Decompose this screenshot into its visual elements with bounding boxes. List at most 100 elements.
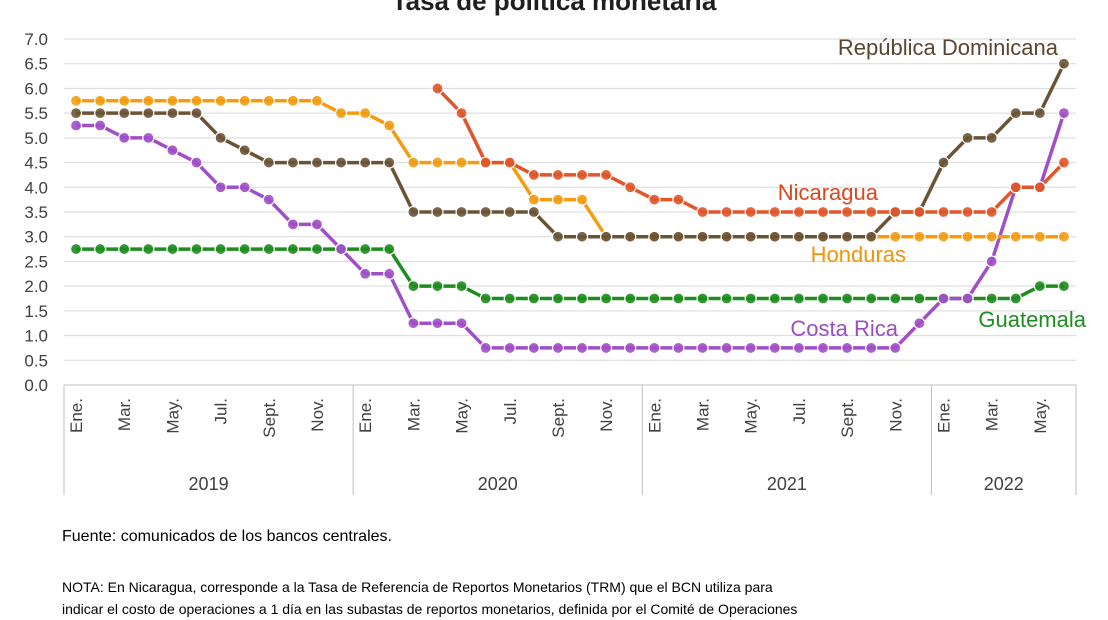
x-tick-label: Ene. [934, 398, 953, 433]
data-point [816, 230, 830, 243]
data-point [383, 156, 396, 169]
data-point [672, 292, 685, 305]
data-point [865, 230, 878, 243]
data-point [407, 156, 420, 169]
source-note: Fuente: comunicados de los bancos centra… [62, 528, 392, 545]
data-point [94, 107, 107, 120]
data-point [310, 242, 324, 256]
data-point [985, 292, 998, 305]
data-point [624, 292, 637, 305]
data-point [792, 230, 806, 243]
x-tick-label: Mar. [694, 398, 713, 431]
data-point [575, 292, 589, 305]
data-point [142, 242, 155, 256]
x-tick-label: May. [742, 398, 761, 434]
data-point [672, 193, 685, 206]
data-point [720, 292, 733, 305]
series-label: Guatemala [978, 307, 1086, 332]
data-point [985, 131, 998, 144]
data-point [118, 94, 131, 107]
data-point [503, 156, 516, 169]
series-label: Costa Rica [790, 316, 898, 341]
data-point [1033, 230, 1046, 243]
data-point [334, 107, 348, 120]
data-point [648, 292, 661, 305]
series-line [76, 112, 1066, 350]
data-point [720, 205, 733, 219]
x-tick-label: Ene. [67, 398, 86, 433]
data-point [720, 341, 733, 355]
data-point [69, 119, 83, 132]
data-point [551, 341, 565, 355]
data-point [768, 341, 781, 355]
data-point [1033, 181, 1046, 194]
data-point [1009, 181, 1022, 194]
data-point [840, 341, 854, 355]
data-point [985, 205, 998, 219]
data-point [190, 94, 203, 107]
data-point [262, 156, 275, 169]
data-point [937, 292, 950, 305]
year-label: 2021 [767, 474, 807, 494]
data-point [214, 181, 227, 194]
data-point [214, 131, 227, 144]
data-point [431, 205, 444, 219]
data-point [961, 205, 974, 219]
data-point [527, 205, 540, 219]
data-point [1009, 107, 1022, 120]
data-point [431, 317, 444, 330]
data-point [889, 292, 902, 305]
data-point [190, 107, 203, 120]
data-point [696, 292, 709, 305]
data-point [937, 230, 950, 243]
data-point [696, 230, 709, 243]
data-point [503, 205, 516, 219]
x-tick-label: Mar. [115, 398, 134, 431]
y-tick-label: 5.0 [24, 129, 48, 148]
x-tick-label: Mar. [404, 398, 423, 431]
y-tick-label: 3.5 [24, 203, 48, 222]
series-line [76, 247, 1064, 301]
data-point [961, 292, 974, 305]
data-point [455, 205, 468, 219]
data-point [1009, 292, 1022, 305]
footnote-line-1: NOTA: En Nicaragua, corresponde a la Tas… [62, 579, 773, 595]
year-label: 2019 [189, 474, 229, 494]
data-point [383, 119, 396, 132]
data-point [455, 317, 468, 330]
data-point [600, 230, 613, 243]
data-point [334, 156, 348, 169]
x-tick-label: May. [1031, 398, 1050, 434]
y-tick-label: 1.0 [24, 327, 48, 346]
data-point [551, 193, 565, 206]
data-point [985, 255, 998, 268]
data-point [310, 156, 324, 169]
data-point [889, 205, 902, 219]
data-point [286, 242, 300, 256]
x-tick-label: May. [163, 398, 182, 434]
data-point [479, 341, 492, 355]
data-point [575, 341, 589, 355]
x-tick-label: Mar. [983, 398, 1002, 431]
data-point [696, 341, 709, 355]
x-tick-label: Sept. [549, 398, 568, 438]
data-point [262, 193, 275, 206]
data-point [286, 156, 300, 169]
data-point [286, 94, 300, 107]
data-point [1033, 280, 1046, 293]
data-point [744, 292, 757, 305]
data-point [1057, 156, 1071, 169]
data-point [672, 230, 685, 243]
y-tick-label: 2.5 [24, 252, 48, 271]
y-tick-label: 4.0 [24, 178, 48, 197]
y-tick-label: 2.0 [24, 277, 48, 296]
data-point [262, 242, 275, 256]
y-tick-label: 6.5 [24, 55, 48, 74]
data-point [961, 131, 974, 144]
data-point [166, 242, 179, 256]
data-point [503, 292, 516, 305]
data-point [166, 144, 179, 157]
x-tick-label: May. [453, 398, 472, 434]
data-point [792, 341, 806, 355]
y-tick-label: 0.5 [24, 351, 48, 370]
